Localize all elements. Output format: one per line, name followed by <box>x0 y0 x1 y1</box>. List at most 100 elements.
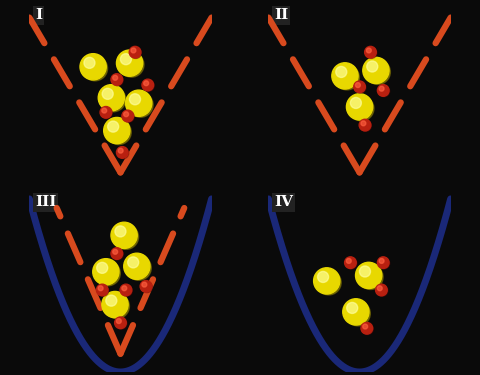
Circle shape <box>115 226 126 237</box>
Circle shape <box>98 286 103 291</box>
Circle shape <box>123 111 134 122</box>
Circle shape <box>361 121 366 126</box>
Circle shape <box>104 117 130 144</box>
Circle shape <box>336 66 347 78</box>
Circle shape <box>332 63 358 89</box>
Text: II: II <box>274 9 288 22</box>
Circle shape <box>101 87 126 112</box>
Circle shape <box>363 57 389 84</box>
Circle shape <box>377 285 388 296</box>
Circle shape <box>115 317 126 328</box>
Circle shape <box>120 284 132 296</box>
Circle shape <box>126 255 151 280</box>
Circle shape <box>116 319 121 324</box>
Circle shape <box>345 257 356 268</box>
Circle shape <box>113 249 118 254</box>
Circle shape <box>120 54 132 65</box>
Circle shape <box>318 272 329 282</box>
Circle shape <box>366 47 377 58</box>
Circle shape <box>117 147 128 158</box>
Text: IV: IV <box>274 195 293 209</box>
Circle shape <box>142 282 147 287</box>
Circle shape <box>347 94 372 120</box>
Circle shape <box>379 86 390 97</box>
Circle shape <box>121 285 132 296</box>
Circle shape <box>354 81 365 93</box>
Circle shape <box>347 302 358 313</box>
Circle shape <box>96 284 108 296</box>
Circle shape <box>113 75 118 80</box>
Circle shape <box>141 282 152 292</box>
Circle shape <box>367 61 378 72</box>
Circle shape <box>124 253 150 279</box>
Circle shape <box>379 86 384 91</box>
Circle shape <box>112 75 123 86</box>
Circle shape <box>122 110 133 122</box>
Circle shape <box>366 48 372 53</box>
Circle shape <box>131 48 136 53</box>
Circle shape <box>108 121 119 132</box>
Circle shape <box>83 56 108 81</box>
Circle shape <box>130 94 141 105</box>
Circle shape <box>118 148 123 153</box>
Circle shape <box>355 82 366 93</box>
Circle shape <box>377 85 389 96</box>
Circle shape <box>128 257 139 268</box>
Circle shape <box>358 264 383 290</box>
Circle shape <box>80 54 106 80</box>
Circle shape <box>379 258 390 269</box>
Circle shape <box>349 96 374 121</box>
Circle shape <box>124 112 129 117</box>
Circle shape <box>117 50 143 76</box>
Circle shape <box>346 301 371 326</box>
Circle shape <box>131 47 142 58</box>
Circle shape <box>363 324 368 329</box>
Circle shape <box>377 257 389 268</box>
Circle shape <box>106 295 117 306</box>
Circle shape <box>346 258 357 269</box>
Circle shape <box>111 222 137 249</box>
Circle shape <box>335 65 360 90</box>
Circle shape <box>144 81 149 86</box>
Circle shape <box>119 52 144 77</box>
Circle shape <box>365 46 376 58</box>
Circle shape <box>360 120 372 131</box>
Circle shape <box>361 322 372 334</box>
Circle shape <box>347 258 351 263</box>
Circle shape <box>114 225 139 249</box>
Text: I: I <box>35 9 42 22</box>
Text: III: III <box>35 195 56 209</box>
Circle shape <box>116 318 127 329</box>
Circle shape <box>313 268 340 294</box>
Circle shape <box>107 120 131 145</box>
Circle shape <box>102 108 107 113</box>
Circle shape <box>128 92 153 117</box>
Circle shape <box>102 291 128 318</box>
Circle shape <box>362 323 373 334</box>
Circle shape <box>343 299 369 325</box>
Circle shape <box>126 90 152 116</box>
Circle shape <box>377 286 382 291</box>
Circle shape <box>105 294 130 319</box>
Circle shape <box>98 85 124 111</box>
Circle shape <box>111 74 123 86</box>
Circle shape <box>96 262 108 273</box>
Circle shape <box>112 249 123 260</box>
Circle shape <box>356 82 360 87</box>
Circle shape <box>350 98 361 108</box>
Circle shape <box>375 284 387 296</box>
Circle shape <box>118 148 129 159</box>
Circle shape <box>140 280 152 292</box>
Circle shape <box>360 266 371 277</box>
Circle shape <box>111 248 123 259</box>
Circle shape <box>129 46 141 58</box>
Circle shape <box>122 286 127 291</box>
Circle shape <box>96 261 120 286</box>
Circle shape <box>356 262 382 288</box>
Circle shape <box>100 106 112 118</box>
Circle shape <box>142 79 154 91</box>
Circle shape <box>84 57 95 68</box>
Circle shape <box>359 119 371 131</box>
Circle shape <box>379 258 384 263</box>
Circle shape <box>365 60 390 84</box>
